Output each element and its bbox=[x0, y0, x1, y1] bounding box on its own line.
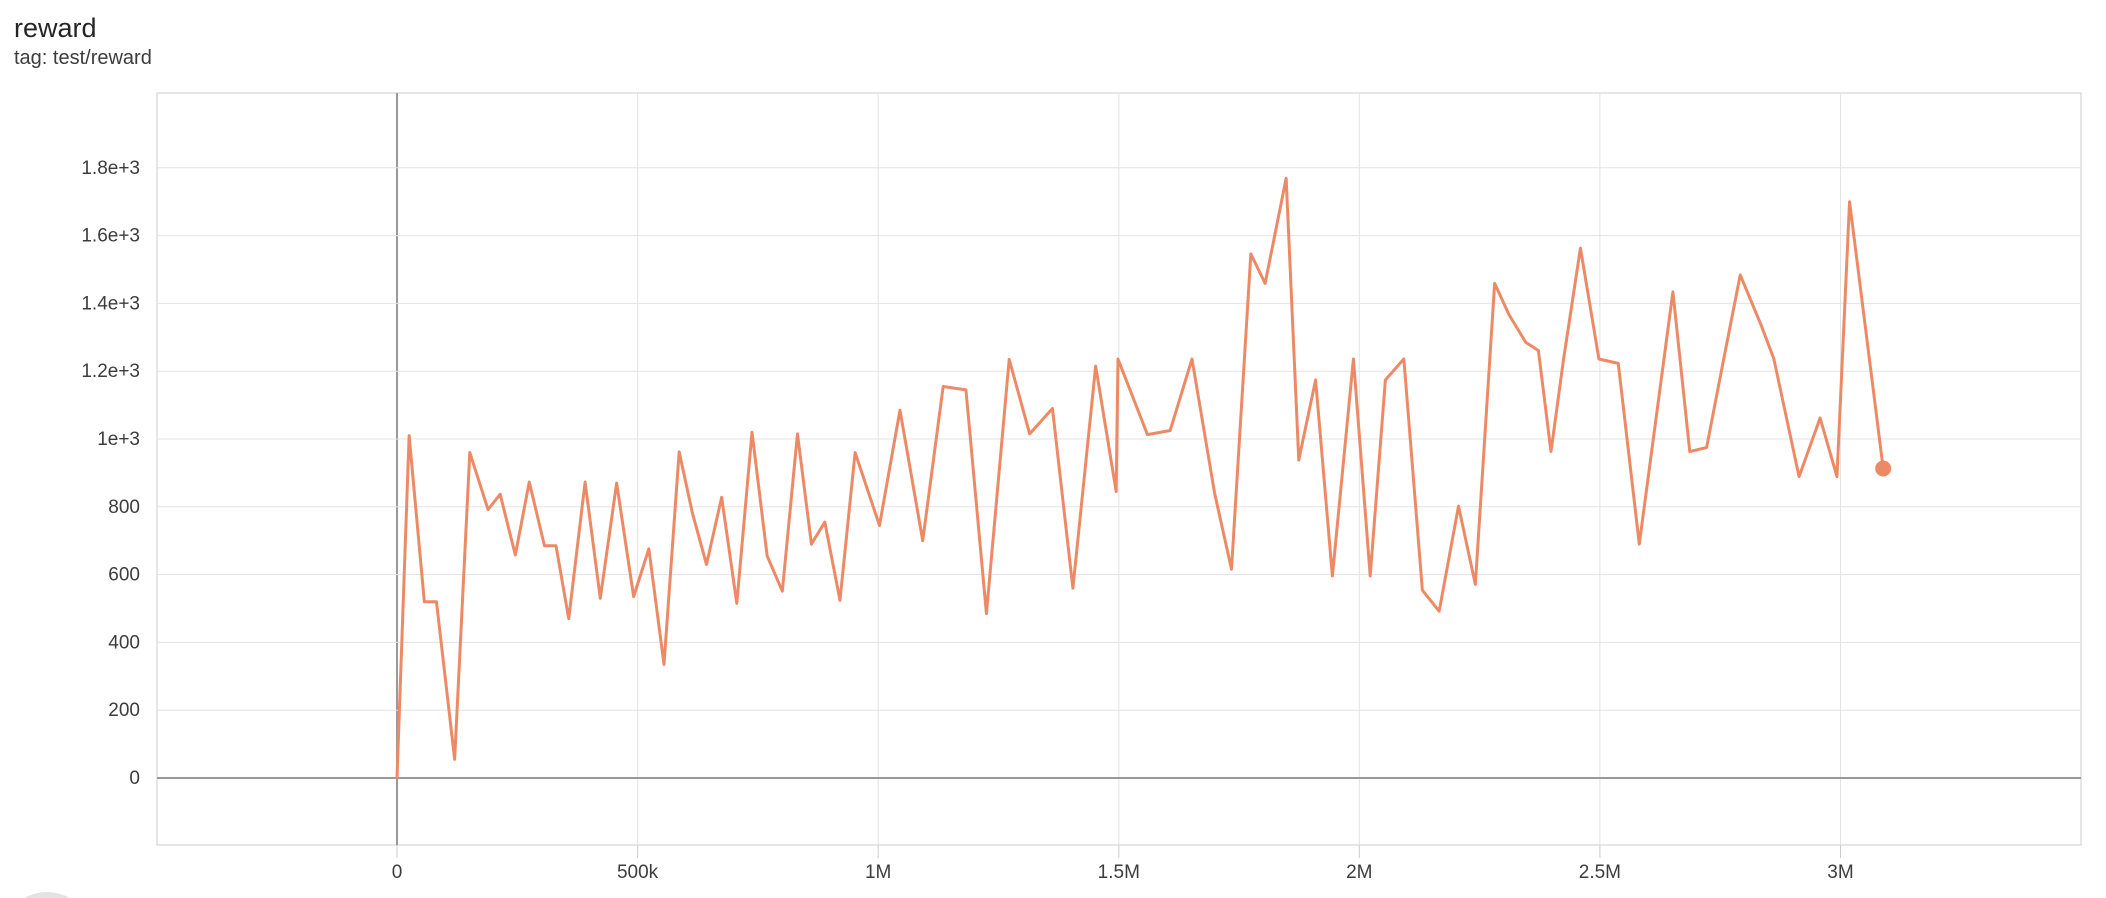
svg-text:400: 400 bbox=[108, 632, 140, 653]
svg-text:0: 0 bbox=[129, 768, 140, 789]
svg-text:1.5M: 1.5M bbox=[1098, 862, 1140, 883]
svg-text:1e+3: 1e+3 bbox=[97, 429, 140, 450]
svg-text:200: 200 bbox=[108, 700, 140, 721]
svg-text:1.6e+3: 1.6e+3 bbox=[81, 226, 140, 247]
svg-text:800: 800 bbox=[108, 497, 140, 518]
svg-text:0: 0 bbox=[392, 862, 403, 883]
svg-text:1.4e+3: 1.4e+3 bbox=[81, 293, 140, 314]
svg-text:1M: 1M bbox=[865, 862, 891, 883]
svg-text:3M: 3M bbox=[1827, 862, 1853, 883]
svg-text:500k: 500k bbox=[617, 862, 659, 883]
svg-text:2M: 2M bbox=[1346, 862, 1372, 883]
svg-text:1.8e+3: 1.8e+3 bbox=[81, 158, 140, 179]
svg-text:600: 600 bbox=[108, 565, 140, 586]
svg-text:2.5M: 2.5M bbox=[1579, 862, 1621, 883]
svg-text:1.2e+3: 1.2e+3 bbox=[81, 361, 140, 382]
